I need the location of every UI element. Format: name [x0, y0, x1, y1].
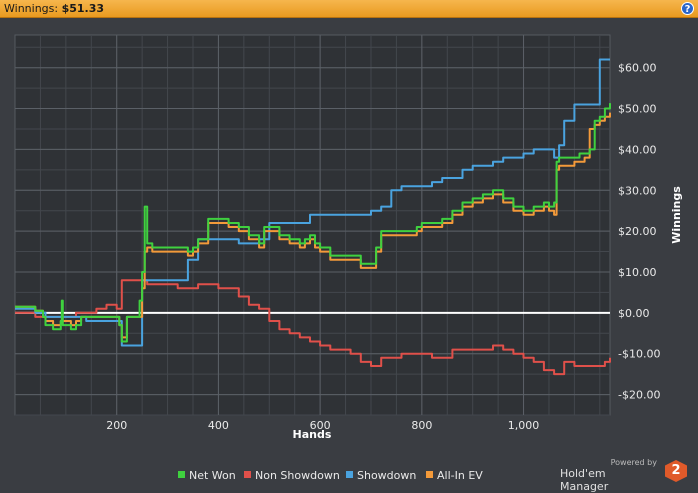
series-line-net-won — [15, 103, 611, 343]
legend-swatch — [178, 471, 185, 478]
powered-by-text: Powered by — [610, 458, 657, 467]
title-bar: Winnings: $51.33 ? — [0, 0, 698, 18]
series-line-non-showdown — [15, 279, 611, 376]
x-tick-label: 600 — [310, 419, 331, 432]
brand: Powered by Hold'em Manager 2 — [560, 458, 695, 493]
x-tick-label: 800 — [411, 419, 432, 432]
series-line-showdown — [15, 58, 610, 347]
legend: Net Won Non Showdown Showdown All-In EV — [178, 469, 483, 482]
series-lines — [15, 58, 611, 376]
x-axis-ticks: 200 400 600 800 1,000 — [106, 419, 539, 432]
legend-label: Non Showdown — [255, 469, 340, 482]
y-axis-ticks: $60.00 $50.00 $40.00 $30.00 $20.00 $10.00 $0.0… — [618, 62, 660, 402]
legend-label: Showdown — [357, 469, 416, 482]
grid — [15, 35, 610, 416]
y-tick-label: $40.00 — [618, 143, 657, 156]
y-axis-label: Winnings — [670, 186, 683, 244]
winnings-value: $51.33 — [61, 2, 105, 15]
y-tick-label: $60.00 — [618, 62, 657, 75]
x-tick-label: 400 — [208, 419, 229, 432]
hem-logo-icon: 2 — [665, 460, 687, 482]
plot-background — [14, 34, 611, 416]
y-tick-label: $30.00 — [618, 184, 657, 197]
winnings-title: Winnings: $51.33 — [4, 2, 104, 15]
winnings-label: Winnings: — [4, 2, 59, 15]
x-axis-label: Hands — [293, 428, 332, 441]
legend-swatch — [244, 471, 251, 478]
brand-name: Hold'em Manager — [560, 467, 609, 493]
winnings-chart: 200 400 600 800 1,000 $60.00 $50.00 $40.00 $30.… — [14, 34, 683, 482]
legend-label: Net Won — [189, 469, 236, 482]
legend-label: All-In EV — [437, 469, 483, 482]
x-tick-label: 200 — [106, 419, 127, 432]
y-tick-label: -$20.00 — [618, 389, 660, 402]
help-icon[interactable]: ? — [681, 2, 694, 15]
legend-swatch — [426, 471, 433, 478]
y-tick-label: -$10.00 — [618, 348, 660, 361]
y-tick-label: $20.00 — [618, 225, 657, 238]
y-tick-label: $0.00 — [618, 307, 650, 320]
legend-swatch — [346, 471, 353, 478]
y-tick-label: $10.00 — [618, 266, 657, 279]
y-tick-label: $50.00 — [618, 103, 657, 116]
x-tick-label: 1,000 — [508, 419, 540, 432]
